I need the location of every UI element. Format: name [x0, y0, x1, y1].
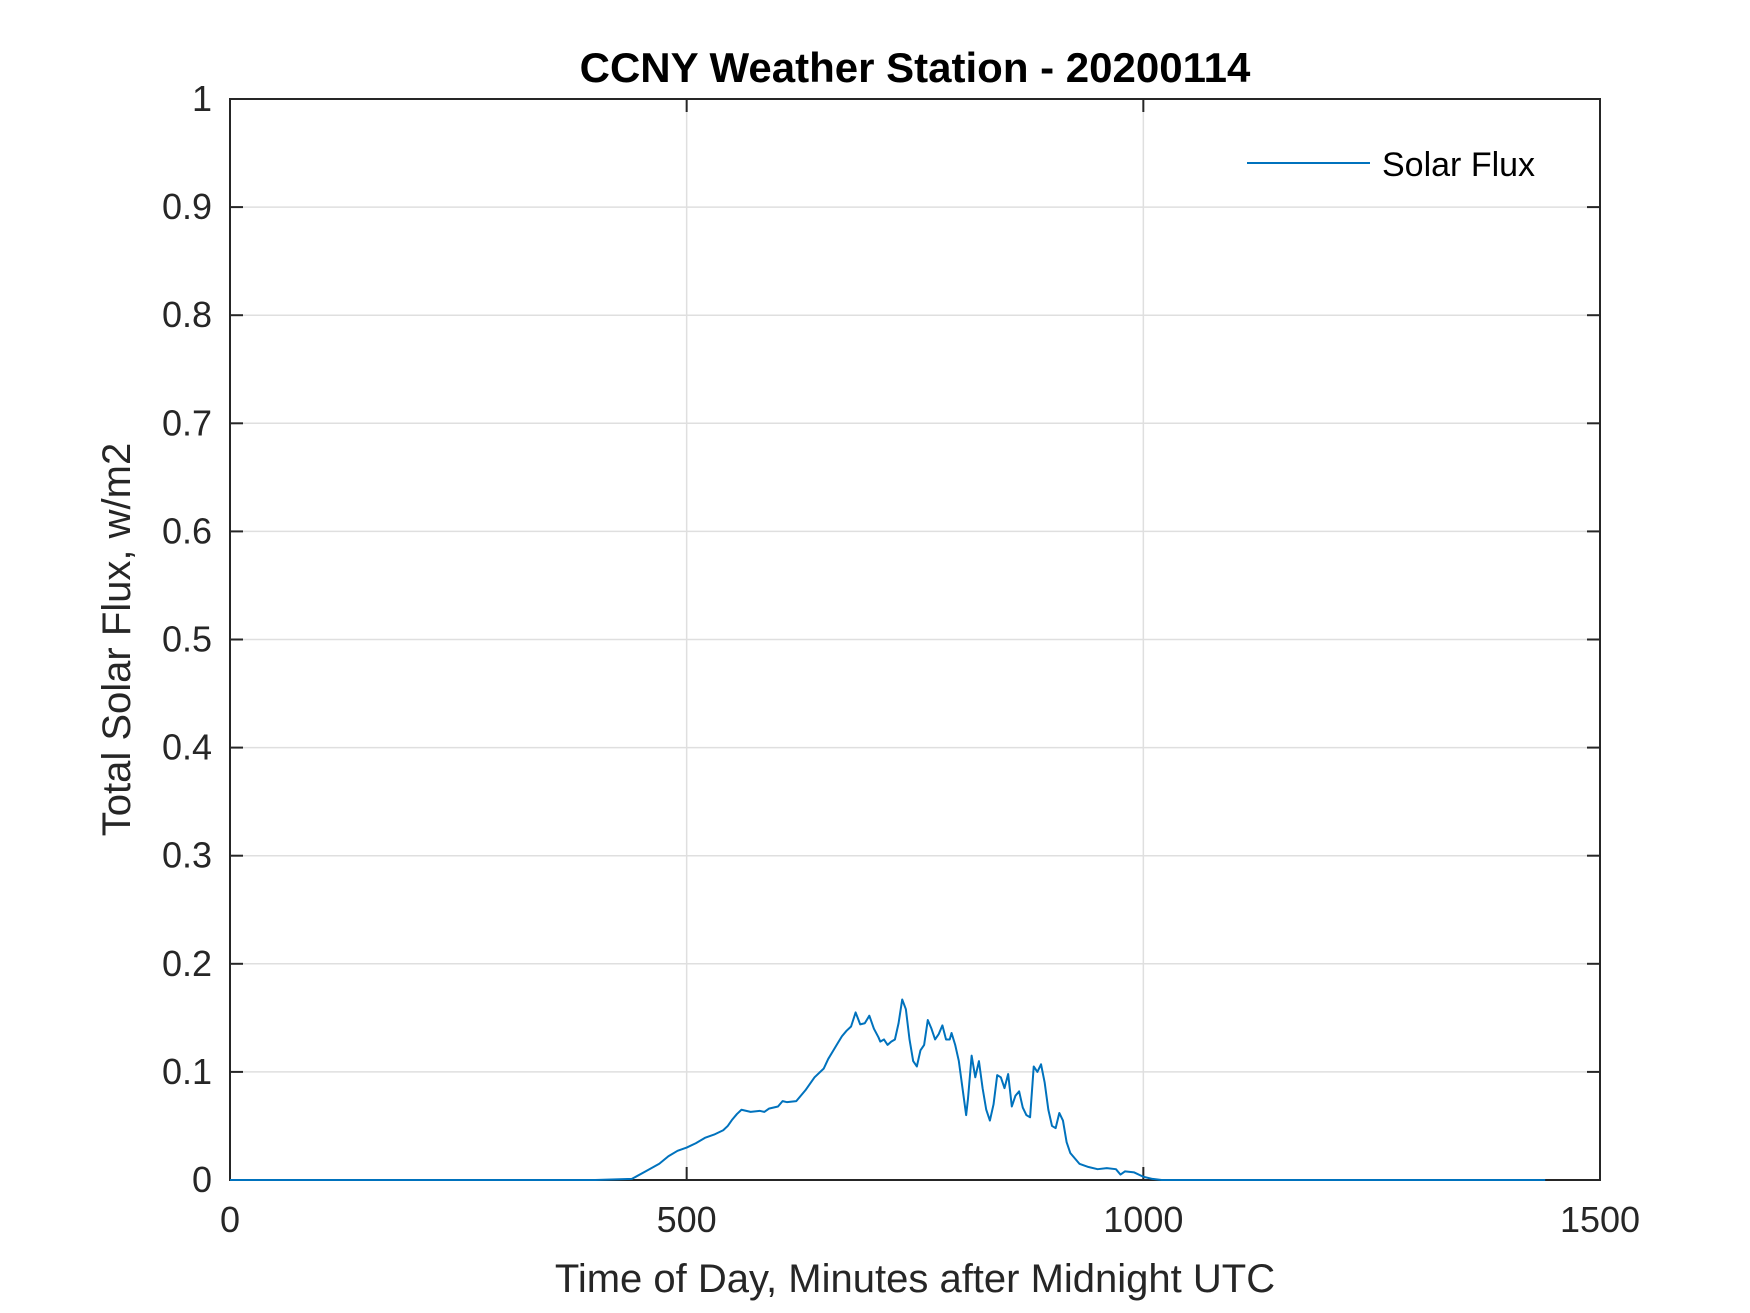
- series-layer: [230, 998, 1546, 1181]
- legend: Solar Flux: [1247, 146, 1535, 184]
- legend-label-solar-flux: Solar Flux: [1382, 146, 1535, 184]
- x-tick-label: 500: [657, 1199, 717, 1240]
- y-tick-label: 1: [192, 78, 212, 119]
- y-axis-label: Total Solar Flux, w/m2: [95, 443, 139, 836]
- y-tick-label: 0.7: [162, 402, 212, 443]
- y-tick-label: 0.6: [162, 510, 212, 551]
- chart-title: CCNY Weather Station - 20200114: [580, 44, 1251, 91]
- y-tick-label: 0.5: [162, 619, 212, 660]
- y-tick-label: 0.9: [162, 186, 212, 227]
- y-tick-label: 0.8: [162, 294, 212, 335]
- grid-layer: [230, 99, 1600, 1180]
- x-tick-label: 0: [220, 1199, 240, 1240]
- y-tick-label: 0.2: [162, 943, 212, 984]
- x-axis-label: Time of Day, Minutes after Midnight UTC: [555, 1257, 1275, 1301]
- y-tick-label: 0: [192, 1159, 212, 1200]
- y-tick-label: 0.4: [162, 727, 212, 768]
- series-line-solar-flux: [230, 998, 1546, 1181]
- tick-label-layer: 0 0.1 0.2 0.3 0.4 0.5 0.6 0.7 0.8 0.9 1 0 500 1000 150…: [162, 78, 1640, 1240]
- y-tick-label: 0.1: [162, 1051, 212, 1092]
- x-tick-label: 1000: [1103, 1199, 1183, 1240]
- x-tick-label: 1500: [1560, 1199, 1640, 1240]
- y-tick-label: 0.3: [162, 835, 212, 876]
